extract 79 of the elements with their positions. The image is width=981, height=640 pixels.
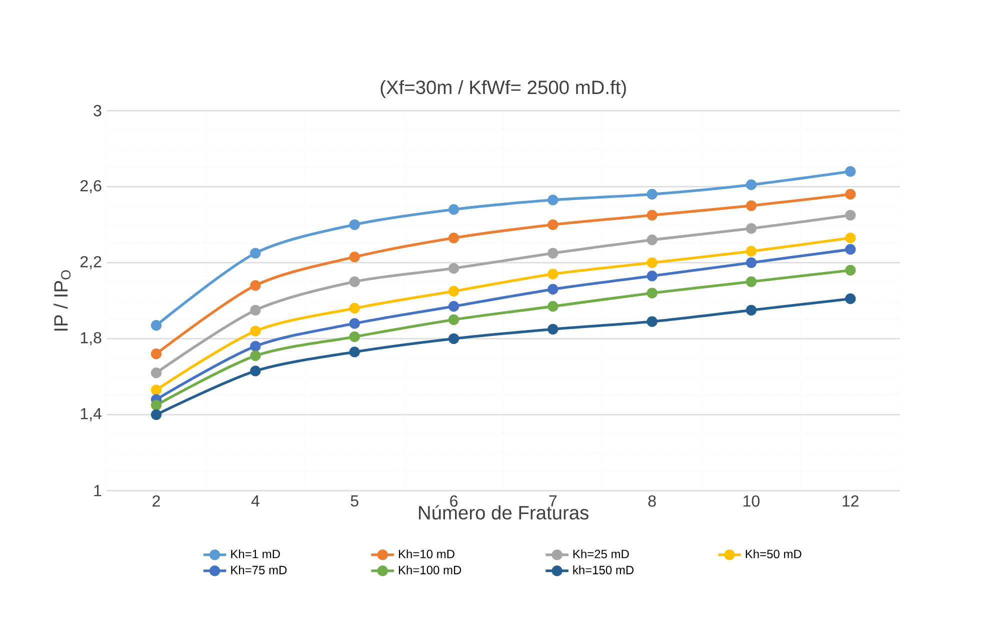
point: [250, 248, 261, 258]
point: [746, 257, 757, 268]
y-tick-label: 2,2: [80, 256, 102, 270]
point: [448, 232, 460, 244]
y-tick-label: 3: [94, 105, 102, 116]
point: [250, 304, 261, 316]
point: [250, 340, 261, 352]
x-tick-label: 7: [549, 495, 557, 506]
point: [548, 301, 558, 312]
point: [349, 219, 360, 230]
x-tick-label: 2: [152, 495, 160, 507]
legend-label: Kh=10 mD: [398, 549, 454, 558]
legend-label: kh=150 mD: [573, 565, 634, 574]
point: [746, 200, 757, 211]
x-axis-title: Número de Fraturas: [419, 505, 589, 520]
point: [646, 234, 658, 246]
point: [646, 210, 658, 220]
point: [845, 166, 856, 177]
point: [845, 232, 856, 244]
x-tick-label: 4: [251, 495, 260, 506]
point: [150, 400, 162, 410]
point: [349, 318, 360, 329]
point: [150, 368, 162, 378]
point: [746, 223, 757, 234]
point: [250, 366, 261, 376]
x-tick-label: 12: [842, 495, 859, 507]
point: [250, 350, 261, 362]
point: [548, 284, 558, 295]
point: [548, 248, 558, 258]
legend-label: Kh=50 mD: [746, 549, 802, 558]
point: [448, 314, 460, 325]
point: [548, 324, 558, 335]
point: [349, 276, 360, 288]
point: [150, 320, 162, 331]
point: [150, 348, 162, 360]
point: [448, 204, 460, 215]
point: [746, 179, 757, 190]
point: [349, 302, 360, 314]
point: [250, 326, 261, 336]
point: [448, 286, 460, 297]
legend-label: Kh=1 mD: [231, 549, 280, 558]
point: [646, 270, 658, 282]
point: [845, 264, 856, 276]
point: [845, 210, 856, 220]
point: [746, 304, 757, 316]
point: [746, 246, 757, 257]
x-tick-label: 6: [450, 495, 458, 507]
legend-label: Kh=75 mD: [231, 565, 287, 574]
chart-title: (Xf=30m / KfWf= 2500 mD.ft): [380, 80, 626, 98]
y-tick-label: 1,4: [80, 408, 102, 422]
point: [349, 331, 360, 342]
point: [349, 346, 360, 358]
point: [150, 409, 162, 420]
y-axis-title: IP / IP$_{O}$: [54, 270, 71, 331]
point: [448, 333, 460, 344]
point: [250, 280, 261, 291]
point: [845, 188, 856, 200]
point: [646, 188, 658, 200]
x-tick-label: 5: [350, 495, 358, 507]
point: [646, 257, 658, 268]
x-tick-label: 8: [648, 495, 656, 507]
legend-label: Kh=100 mD: [398, 565, 462, 574]
legend-label: Kh=25 mD: [573, 549, 629, 558]
point: [548, 219, 558, 230]
point: [448, 263, 460, 274]
point: [845, 244, 856, 255]
point: [845, 293, 856, 304]
point: [349, 252, 360, 262]
y-tick-label: 2,6: [80, 180, 102, 194]
point: [746, 276, 757, 288]
point: [448, 301, 460, 312]
y-tick-label: 1: [94, 485, 102, 496]
y-tick-label: 1,8: [80, 332, 102, 346]
point: [646, 316, 658, 327]
point: [548, 194, 558, 206]
point: [150, 384, 162, 396]
point: [548, 268, 558, 280]
point: [646, 288, 658, 298]
x-tick-label: 10: [744, 495, 760, 507]
